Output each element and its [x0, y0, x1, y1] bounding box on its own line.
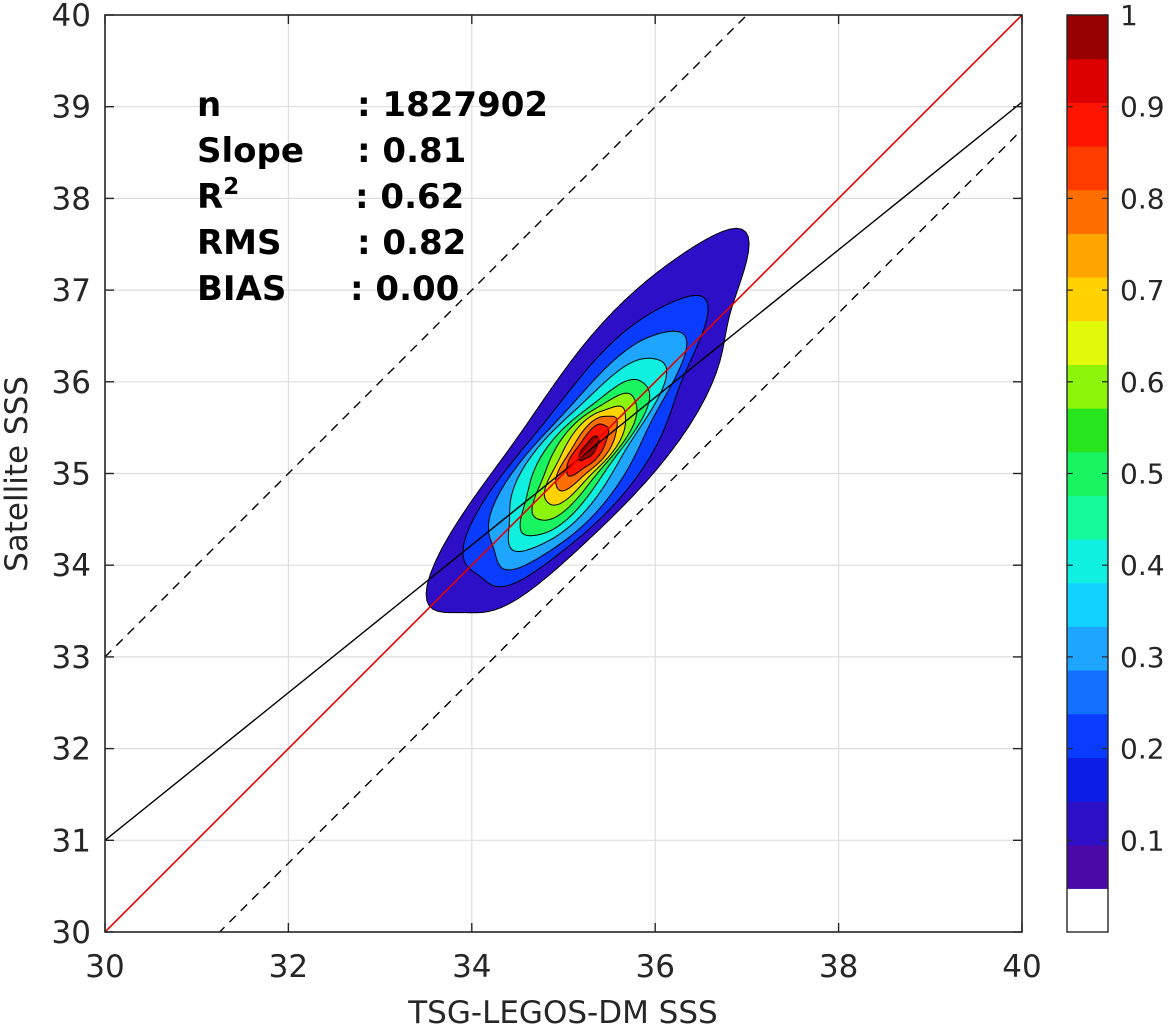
- colorbar-segment-6: [1067, 626, 1108, 671]
- colorbar-segment-19: [1067, 58, 1108, 103]
- colorbar-segment-18: [1067, 102, 1108, 147]
- colorbar-segment-10: [1067, 451, 1108, 496]
- stats-annotation: n : 1827902 Slope : 0.81 R2 : 0.62 RMS : 0.82 BI…: [197, 85, 548, 309]
- colorbar-tick-label-9: 1: [1120, 0, 1138, 32]
- y-tick-label-0: 30: [52, 915, 91, 951]
- upper-dashed-line: [105, 15, 748, 658]
- colorbar-segment-11: [1067, 408, 1108, 453]
- y-tick-label-10: 40: [52, 0, 91, 34]
- x-tick-label-2: 34: [452, 949, 491, 985]
- stat-label-0: n: [197, 85, 221, 125]
- x-tick-label-4: 38: [819, 949, 858, 985]
- stat-superscript-2: 2: [223, 174, 239, 200]
- x-tick-label-5: 40: [1002, 949, 1041, 985]
- y-tick-label-6: 36: [52, 365, 91, 401]
- y-axis-title: Satellite SSS: [0, 376, 35, 572]
- colorbar-segment-15: [1067, 233, 1108, 278]
- y-tick-label-7: 37: [52, 273, 91, 309]
- y-tick-label-4: 34: [52, 548, 91, 584]
- colorbar-segment-4: [1067, 713, 1108, 758]
- colorbar-segment-16: [1067, 189, 1108, 234]
- density-contours: [425, 227, 750, 614]
- lower-dashed-line: [218, 129, 1022, 932]
- colorbar-tick-label-3: 0.4: [1120, 549, 1165, 582]
- stat-value-0: : 1827902: [357, 85, 548, 125]
- colorbar-segment-13: [1067, 320, 1108, 365]
- colorbar-segment-8: [1067, 539, 1108, 584]
- colorbar-tick-label-8: 0.9: [1120, 91, 1165, 124]
- stat-label-4: BIAS: [197, 269, 286, 309]
- reference-lines: [105, 15, 1022, 932]
- y-tick-label-8: 38: [52, 181, 91, 217]
- y-tick-label-2: 32: [52, 732, 91, 768]
- colorbar-segment-5: [1067, 670, 1108, 715]
- x-tick-label-1: 32: [269, 949, 308, 985]
- colorbar-tick-label-2: 0.3: [1120, 641, 1165, 674]
- axis-ticks: 30 32 34 36 38 40 30 31 32 33 34 35 36 37 38 39 40: [52, 0, 1042, 985]
- stat-value-1: : 0.81: [357, 131, 466, 171]
- y-tick-label-3: 33: [52, 640, 91, 676]
- y-tick-label-5: 35: [52, 457, 91, 493]
- colorbar-segment-0: [1067, 888, 1108, 933]
- colorbar-segment-17: [1067, 146, 1108, 191]
- colorbar-tick-label-0: 0.1: [1120, 824, 1165, 857]
- y-tick-label-1: 31: [52, 823, 91, 859]
- one-to-one-line: [105, 15, 1022, 932]
- y-tick-label-9: 39: [52, 90, 91, 126]
- colorbar-segment-2: [1067, 801, 1108, 846]
- x-tick-label-3: 36: [635, 949, 674, 985]
- colorbar-tick-label-1: 0.2: [1120, 733, 1165, 766]
- stat-label-2: R2: [197, 174, 239, 217]
- colorbar: 0.1 0.2 0.3 0.4 0.5 0.6 0.7 0.8 0.9 1: [1066, 0, 1165, 933]
- stat-value-2: : 0.62: [355, 177, 464, 217]
- stat-label-3: RMS: [197, 223, 282, 263]
- colorbar-segment-9: [1067, 495, 1108, 540]
- regression-line: [105, 101, 1022, 841]
- colorbar-segment-12: [1067, 364, 1108, 409]
- colorbar-tick-label-7: 0.8: [1120, 182, 1165, 215]
- x-axis-title: TSG-LEGOS-DM SSS: [407, 995, 717, 1028]
- colorbar-segment-7: [1067, 582, 1108, 627]
- colorbar-segment-3: [1067, 757, 1108, 802]
- colorbar-tick-label-6: 0.7: [1120, 274, 1165, 307]
- x-tick-label-0: 30: [85, 949, 124, 985]
- colorbar-segment-1: [1067, 844, 1108, 889]
- colorbar-tick-label-5: 0.6: [1120, 366, 1165, 399]
- stat-value-4: : 0.00: [350, 269, 459, 309]
- colorbar-segment-20: [1067, 15, 1108, 60]
- colorbar-segment-14: [1067, 277, 1108, 322]
- stat-label-1: Slope: [197, 131, 304, 171]
- stat-value-3: : 0.82: [357, 223, 466, 263]
- grid: [105, 15, 1022, 932]
- colorbar-tick-label-4: 0.5: [1120, 458, 1165, 491]
